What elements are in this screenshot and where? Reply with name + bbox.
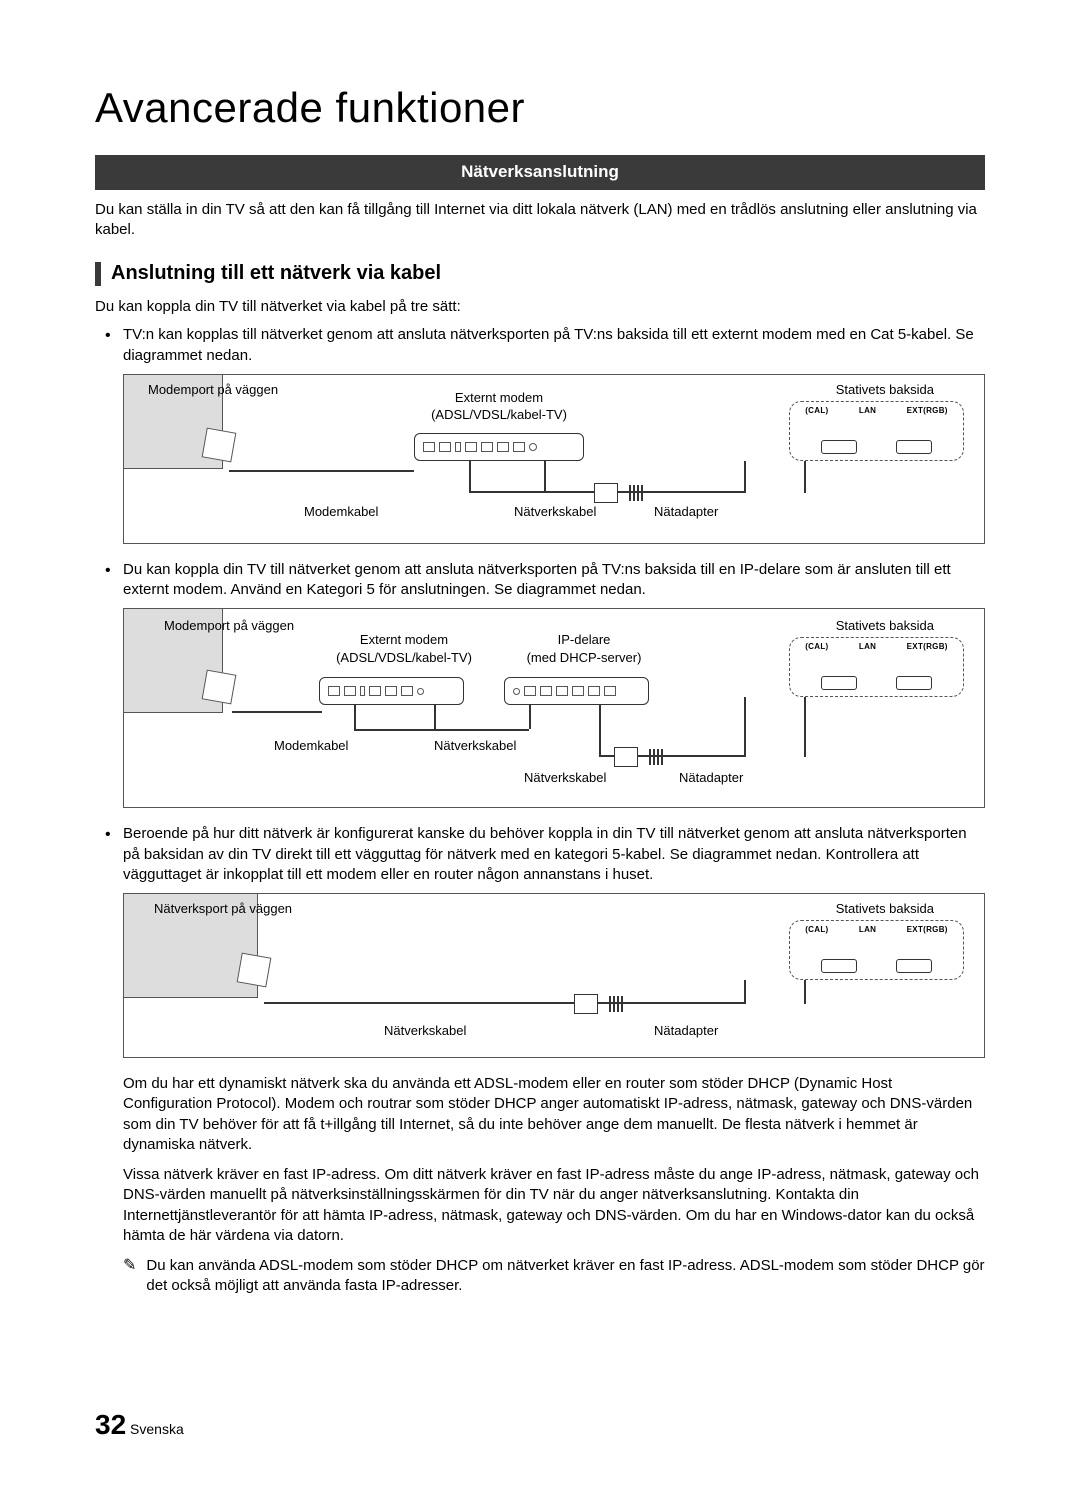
port-label: LAN xyxy=(859,642,876,653)
about-paragraph-2: Vissa nätverk kräver en fast IP-adress. … xyxy=(123,1165,985,1246)
cable-icon xyxy=(804,697,806,757)
method-list: TV:n kan kopplas till nätverket genom at… xyxy=(95,325,985,366)
label-network-cable: Nätverkskabel xyxy=(514,503,596,521)
note: ✎ Du kan använda ADSL-modem som stöder D… xyxy=(123,1256,985,1297)
modem-icon xyxy=(414,433,584,461)
about-paragraph-1: Om du har ett dynamiskt nätverk ska du a… xyxy=(123,1074,985,1155)
diagram-3: Nätverksport på väggen Stativets baksida… xyxy=(123,893,985,1058)
adapter-icon xyxy=(629,483,649,501)
wall-outlet-icon xyxy=(202,670,237,705)
label-power-adapter: Nätadapter xyxy=(654,503,718,521)
connector-icon xyxy=(594,483,618,503)
list-item: Du kan koppla din TV till nätverket geno… xyxy=(123,560,985,601)
cable-icon xyxy=(744,461,746,493)
cable-icon xyxy=(354,729,529,731)
cable-icon xyxy=(354,705,356,729)
label-network-cable: Nätverkskabel xyxy=(434,737,516,755)
cable-icon xyxy=(229,470,414,472)
section-banner: Nätverksanslutning xyxy=(95,155,985,190)
port-label: EXT(RGB) xyxy=(907,642,948,653)
label-stand-rear: Stativets baksida xyxy=(836,900,934,918)
page-footer: 32 Svenska xyxy=(95,1406,184,1444)
page-title: Avancerade funktioner xyxy=(95,80,985,137)
section-lead: Du kan koppla din TV till nätverket via … xyxy=(95,297,985,317)
port-label: (CAL) xyxy=(805,925,828,936)
label-wall-port: Modemport på väggen xyxy=(164,617,294,635)
label-external-modem: Externt modem (ADSL/VDSL/kabel-TV) xyxy=(329,631,479,666)
wall-outlet-icon xyxy=(202,427,237,462)
section-heading-text: Anslutning till ett nätverk via kabel xyxy=(111,260,441,287)
note-text: Du kan använda ADSL-modem som stöder DHC… xyxy=(146,1256,985,1297)
intro-paragraph: Du kan ställa in din TV så att den kan f… xyxy=(95,200,985,241)
cable-icon xyxy=(469,461,471,491)
port-label: LAN xyxy=(859,406,876,417)
cable-icon xyxy=(544,461,546,491)
cable-icon xyxy=(264,1002,744,1004)
cable-icon xyxy=(529,705,531,729)
note-icon: ✎ xyxy=(123,1256,136,1275)
label-power-adapter: Nätadapter xyxy=(679,769,743,787)
list-item: TV:n kan kopplas till nätverket genom at… xyxy=(123,325,985,366)
diagram-1: Modemport på väggen Externt modem (ADSL/… xyxy=(123,374,985,544)
method-list: Beroende på hur ditt nätverk är konfigur… xyxy=(95,824,985,885)
label-wall-port: Modemport på väggen xyxy=(148,381,278,399)
modem-icon xyxy=(319,677,464,705)
tv-stand-icon: (CAL) LAN EXT(RGB) xyxy=(789,920,964,980)
page-number: 32 xyxy=(95,1409,126,1440)
method-list: Du kan koppla din TV till nätverket geno… xyxy=(95,560,985,601)
port-label: (CAL) xyxy=(805,406,828,417)
cable-icon xyxy=(804,461,806,493)
list-item: Beroende på hur ditt nätverk är konfigur… xyxy=(123,824,985,885)
label-stand-rear: Stativets baksida xyxy=(836,381,934,399)
label-external-modem: Externt modem (ADSL/VDSL/kabel-TV) xyxy=(414,389,584,424)
port-label: (CAL) xyxy=(805,642,828,653)
port-label: EXT(RGB) xyxy=(907,925,948,936)
label-power-adapter: Nätadapter xyxy=(654,1022,718,1040)
page-language: Svenska xyxy=(130,1421,184,1437)
port-label: EXT(RGB) xyxy=(907,406,948,417)
label-network-cable: Nätverkskabel xyxy=(524,769,606,787)
cable-icon xyxy=(599,705,601,755)
section-heading: Anslutning till ett nätverk via kabel xyxy=(95,260,985,287)
port-label: LAN xyxy=(859,925,876,936)
adapter-icon xyxy=(649,747,669,765)
label-modem-cable: Modemkabel xyxy=(304,503,378,521)
label-wall-network-port: Nätverksport på väggen xyxy=(154,900,292,918)
wall-outlet-icon xyxy=(237,953,272,988)
cable-icon xyxy=(804,980,806,1004)
connector-icon xyxy=(614,747,638,767)
cable-icon xyxy=(744,980,746,1004)
cable-icon xyxy=(434,705,436,729)
label-ip-sharer: IP-delare (med DHCP-server) xyxy=(519,631,649,666)
label-stand-rear: Stativets baksida xyxy=(836,617,934,635)
tv-stand-icon: (CAL) LAN EXT(RGB) xyxy=(789,637,964,697)
connector-icon xyxy=(574,994,598,1014)
cable-icon xyxy=(232,711,322,713)
label-network-cable: Nätverkskabel xyxy=(384,1022,466,1040)
section-bar-icon xyxy=(95,262,101,286)
tv-stand-icon: (CAL) LAN EXT(RGB) xyxy=(789,401,964,461)
cable-icon xyxy=(744,697,746,757)
label-modem-cable: Modemkabel xyxy=(274,737,348,755)
diagram-2: Modemport på väggen Externt modem (ADSL/… xyxy=(123,608,985,808)
router-icon xyxy=(504,677,649,705)
adapter-icon xyxy=(609,994,629,1012)
